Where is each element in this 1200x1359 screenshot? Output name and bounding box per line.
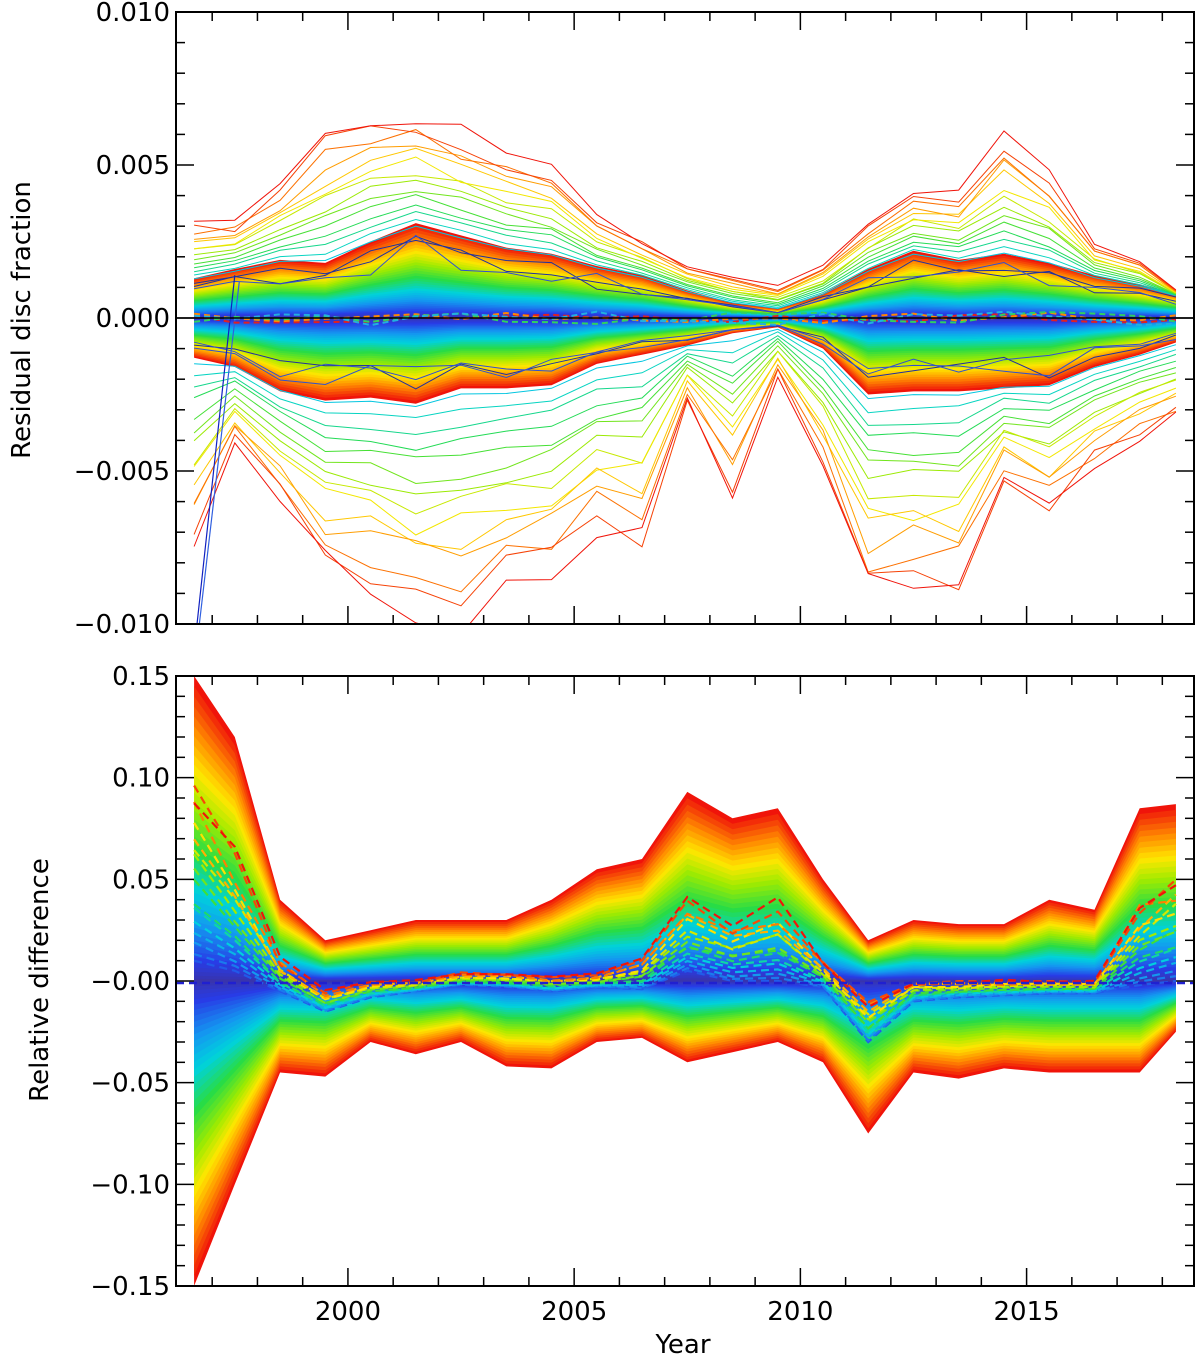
series-line (194, 225, 1177, 310)
series-line (194, 156, 1177, 297)
series-line (194, 175, 1177, 298)
y-tick-label: −0.010 (74, 610, 170, 640)
bottom-band-fills (194, 676, 1176, 1286)
series-line (193, 357, 1177, 550)
top-axes: 0.010 0.005 0.000 −0.005 −0.010 (74, 0, 1195, 640)
series-line (193, 853, 1177, 1021)
series-line (194, 147, 1177, 295)
y-tick-label: −0.05 (90, 1069, 170, 1099)
series-line (193, 324, 1176, 381)
series-line (193, 802, 1177, 1009)
top-y-axis-title: Residual disc fraction (7, 181, 37, 459)
series-line (193, 822, 1177, 1020)
series-line (193, 801, 1177, 1006)
y-tick-label: 0.010 (96, 0, 170, 28)
series-line (194, 218, 1177, 308)
x-axis-title: Year (654, 1330, 710, 1359)
y-tick-label: 0.10 (112, 764, 170, 794)
x-tick-label: 2015 (994, 1297, 1060, 1327)
series-line (194, 123, 1177, 291)
series-line (193, 367, 1177, 607)
bottom-dashed-series (176, 785, 1194, 1044)
top-series-lines (176, 123, 1194, 624)
y-tick-label: 0.000 (96, 304, 170, 334)
band-layer (194, 978, 1176, 984)
y-tick-label: 0.05 (112, 865, 170, 895)
series-line (194, 179, 1177, 301)
series-line (194, 125, 1177, 291)
x-tick-label: 2005 (541, 1297, 607, 1327)
top-panel: 0.010 0.005 0.000 −0.005 −0.010 Residual dis… (7, 0, 1195, 640)
series-line (193, 337, 1177, 451)
y-tick-label: 0.005 (96, 151, 170, 181)
y-tick-label: −0.005 (74, 457, 170, 487)
y-tick-label: 0.15 (112, 662, 170, 692)
series-line (194, 328, 1177, 408)
series-line (198, 281, 240, 624)
series-line (193, 335, 1177, 436)
series-line (194, 331, 1177, 419)
series-line (193, 311, 1177, 325)
y-tick-label: −0.00 (90, 967, 170, 997)
series-line (194, 235, 1177, 314)
top-band-fills (194, 223, 1176, 404)
series-line (193, 358, 1177, 536)
series-line (193, 345, 1177, 485)
series-line (193, 363, 1177, 557)
series-line (194, 324, 1177, 386)
bottom-y-axis-title: Relative difference (25, 858, 55, 1102)
series-line (194, 194, 1177, 304)
series-line (193, 375, 1177, 624)
series-line (193, 941, 1177, 1040)
series-line (194, 234, 1177, 314)
bottom-axes: 2000 2005 2010 2015 0.15 0.10 0.05 −0.00 −0.05 −0… (90, 662, 1195, 1327)
series-line (194, 325, 1177, 390)
x-tick-label: 2000 (315, 1297, 381, 1327)
series-line (194, 310, 1176, 327)
series-line (194, 191, 1177, 301)
series-line (196, 275, 236, 624)
series-line (193, 907, 1177, 1034)
series-line (193, 367, 1177, 593)
y-tick-label: −0.10 (90, 1170, 170, 1200)
series-line (194, 204, 1177, 305)
series-line (193, 340, 1177, 458)
bottom-panel: 2000 2005 2010 2015 0.15 0.10 0.05 −0.00 −0.05 −0… (25, 662, 1195, 1359)
y-tick-label: −0.15 (90, 1272, 170, 1302)
x-tick-label: 2010 (767, 1297, 833, 1327)
series-line (194, 145, 1177, 295)
series-line (194, 210, 1177, 307)
